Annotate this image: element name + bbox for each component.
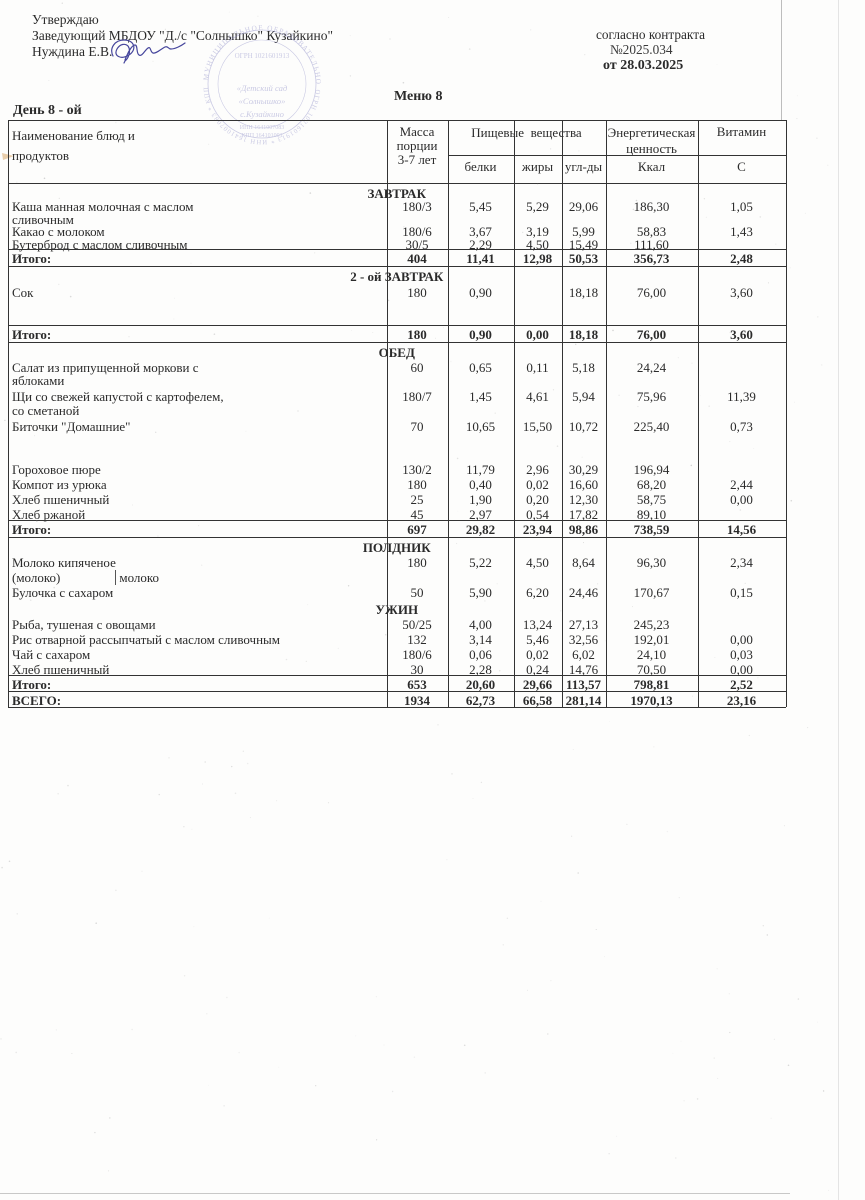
- svg-text:с.Кузайкино: с.Кузайкино: [240, 109, 285, 119]
- svg-text:«Детский сад: «Детский сад: [237, 83, 288, 93]
- svg-text:ОГРН 1021601913: ОГРН 1021601913: [235, 52, 290, 60]
- svg-text:«Солнышко»: «Солнышко»: [239, 96, 286, 106]
